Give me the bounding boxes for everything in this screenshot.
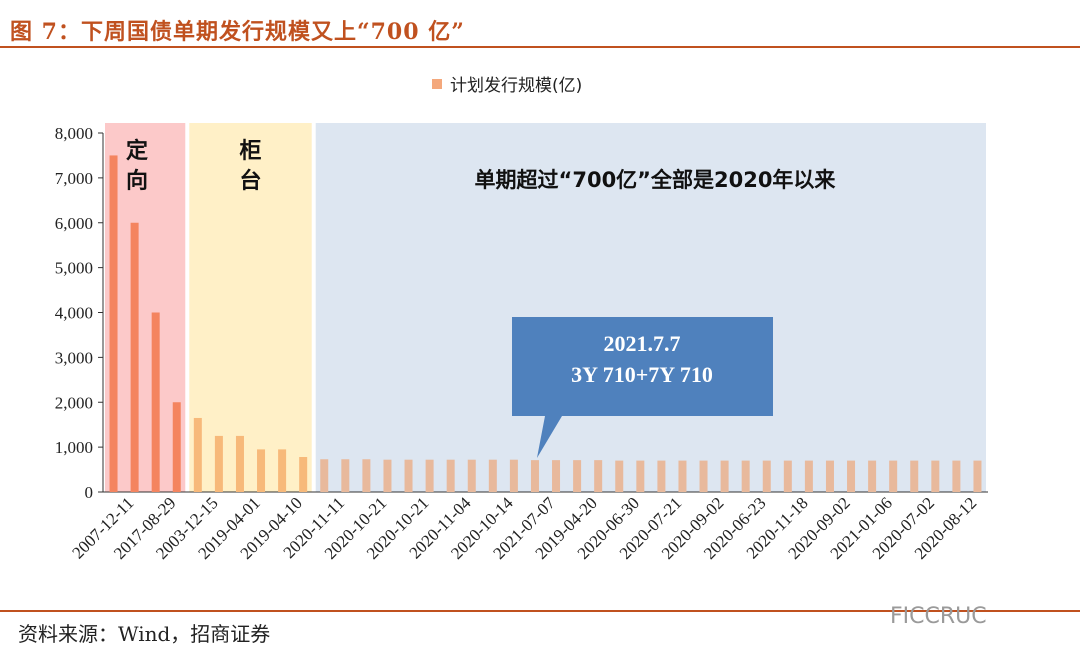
- callout-line-1: 2021.7.7: [604, 331, 681, 356]
- y-tick-label: 5,000: [55, 259, 93, 278]
- legend-swatch: [432, 79, 442, 89]
- bar: [636, 460, 645, 492]
- region-label: 柜: [239, 138, 261, 164]
- bar: [383, 459, 392, 492]
- bar: [214, 435, 223, 492]
- bar: [109, 155, 118, 492]
- region-labels: 定向 柜台 单期超过“700亿”全部是2020年以来: [126, 138, 836, 194]
- bar: [467, 459, 476, 492]
- bar: [151, 312, 160, 492]
- region-bands: [105, 123, 986, 492]
- bar: [509, 459, 518, 492]
- source-note: 资料来源：Wind，招商证券: [18, 622, 271, 646]
- region-label: 定: [126, 138, 148, 164]
- bar: [783, 460, 792, 492]
- bar: [299, 456, 308, 492]
- figure-title: 图 7：下周国债单期发行规模又上“700 亿”: [10, 19, 465, 45]
- bar: [762, 460, 771, 492]
- y-tick-label: 1,000: [55, 438, 93, 457]
- bar: [847, 460, 856, 492]
- bar: [931, 460, 940, 492]
- callout-line-2: 3Y 710+7Y 710: [571, 362, 713, 387]
- bottom-rule: [0, 610, 1080, 612]
- bar: [446, 459, 455, 492]
- bar: [552, 460, 561, 492]
- bar: [130, 222, 139, 492]
- bar: [973, 460, 982, 492]
- bar: [952, 460, 961, 492]
- watermark: FICCRUC: [890, 604, 987, 629]
- y-tick-label: 6,000: [55, 214, 93, 233]
- bar: [615, 460, 624, 492]
- bar: [741, 460, 750, 492]
- region-band: [315, 123, 986, 492]
- bar: [910, 460, 919, 492]
- bar: [825, 460, 834, 492]
- top-rule: [0, 46, 1080, 48]
- region-label: 台: [239, 168, 261, 194]
- y-axis: 0 1,000 2,000 3,000 4,000 5,000 6,000 7,000 8,00…: [55, 124, 988, 502]
- region-label: 单期超过“700亿”全部是2020年以来: [475, 168, 837, 192]
- bar: [488, 459, 497, 492]
- bar: [804, 460, 813, 492]
- y-tick-label: 7,000: [55, 169, 93, 188]
- bar: [235, 435, 244, 492]
- region-band: [105, 123, 186, 492]
- bar: [699, 460, 708, 492]
- bar: [425, 459, 434, 492]
- y-tick-label: 2,000: [55, 393, 93, 412]
- bar: [172, 402, 181, 492]
- y-tick-label: 3,000: [55, 348, 93, 367]
- bar: [573, 460, 582, 492]
- bar: [404, 459, 413, 492]
- x-axis-labels: 2007-12-112017-08-292003-12-152019-04-01…: [68, 493, 980, 563]
- legend-label: 计划发行规模(亿): [450, 76, 582, 96]
- callout-box: [512, 317, 773, 458]
- bar: [720, 460, 729, 492]
- bar: [678, 460, 687, 492]
- bars: [109, 155, 982, 492]
- bar: [278, 449, 287, 492]
- bar: [530, 460, 539, 492]
- y-tick-label: 4,000: [55, 304, 93, 323]
- bar: [362, 459, 371, 492]
- bar: [594, 460, 603, 492]
- bar: [868, 460, 877, 492]
- y-tick-label: 8,000: [55, 124, 93, 143]
- legend: 计划发行规模(亿): [432, 76, 582, 96]
- bar: [341, 459, 350, 492]
- annotation-callout: 2021.7.7 3Y 710+7Y 710: [512, 317, 773, 458]
- bar: [257, 449, 266, 492]
- region-band: [189, 123, 312, 492]
- region-label: 向: [126, 168, 148, 194]
- bar-chart: 计划发行规模(亿) 0 1,000 2,000 3,000 4,000 5,000 6,00…: [55, 76, 988, 563]
- y-tick-label: 0: [85, 483, 94, 502]
- bar: [320, 459, 329, 492]
- bar: [889, 460, 898, 492]
- bar: [193, 417, 202, 492]
- bar: [657, 460, 666, 492]
